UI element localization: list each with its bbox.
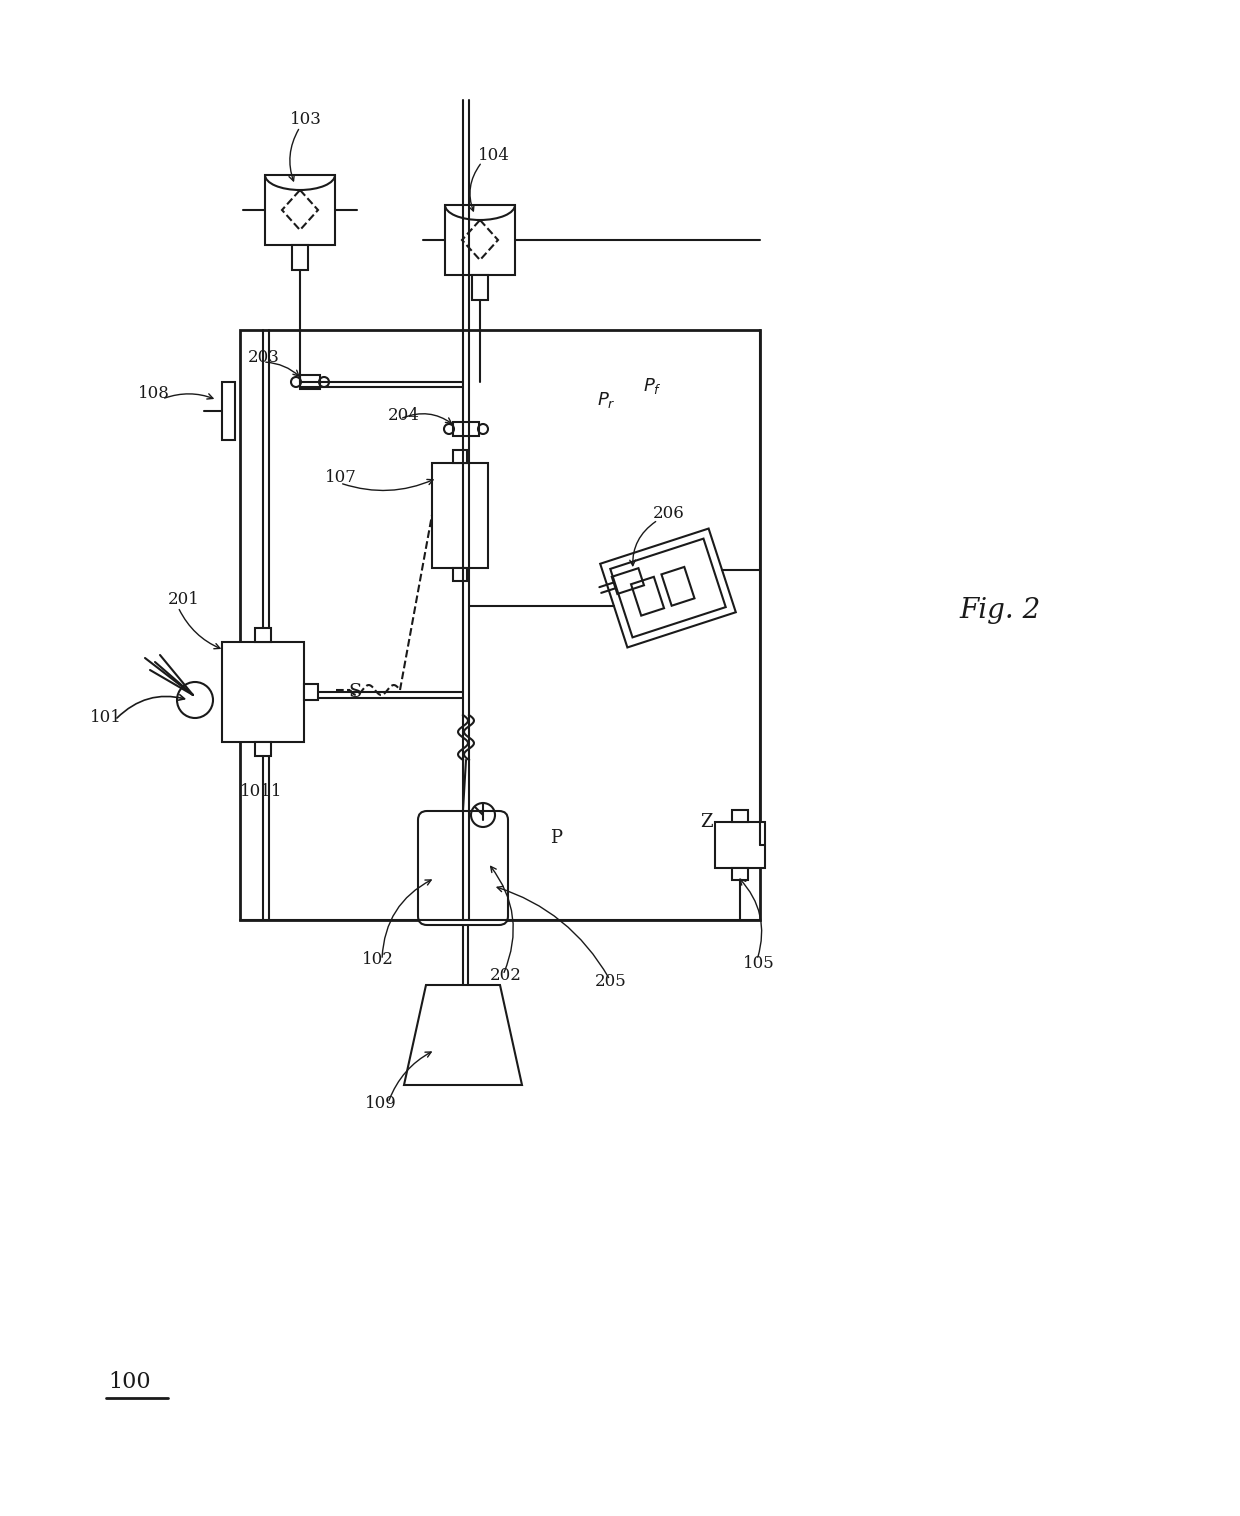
Bar [222, 641, 304, 741]
Text: 206: 206 [653, 505, 684, 523]
Text: 103: 103 [290, 112, 322, 129]
Text: S: S [348, 684, 362, 700]
Bar [732, 810, 748, 822]
Bar [265, 174, 335, 246]
Text: $P_f$: $P_f$ [644, 376, 662, 396]
Bar [222, 382, 236, 440]
Text: 101: 101 [91, 709, 122, 726]
Bar [304, 684, 317, 700]
Text: Fig. 2: Fig. 2 [960, 596, 1040, 623]
Text: 109: 109 [365, 1095, 397, 1111]
Text: 203: 203 [248, 350, 280, 367]
Text: 204: 204 [388, 406, 420, 423]
Bar [432, 462, 489, 568]
Bar [291, 246, 308, 270]
Bar [472, 274, 489, 300]
Bar [255, 741, 272, 756]
Bar [453, 421, 479, 437]
Text: P: P [551, 829, 562, 847]
Text: 202: 202 [490, 967, 522, 984]
Text: 100: 100 [108, 1370, 150, 1393]
Text: 205: 205 [595, 973, 626, 990]
Text: $P_r$: $P_r$ [596, 390, 616, 409]
Bar [732, 869, 748, 879]
Text: 107: 107 [325, 470, 357, 487]
Text: 108: 108 [138, 385, 170, 402]
Bar [715, 822, 765, 869]
Text: Z: Z [701, 813, 713, 831]
Text: 104: 104 [477, 147, 510, 164]
Text: 1011: 1011 [241, 784, 283, 800]
Bar [445, 205, 515, 274]
Bar [255, 628, 272, 641]
Bar [300, 374, 320, 390]
Text: 201: 201 [167, 591, 200, 608]
FancyBboxPatch shape [418, 811, 508, 925]
Bar [453, 450, 467, 462]
Bar [241, 330, 760, 920]
Bar [453, 568, 467, 581]
Text: 105: 105 [743, 955, 775, 972]
Text: 102: 102 [362, 952, 394, 969]
